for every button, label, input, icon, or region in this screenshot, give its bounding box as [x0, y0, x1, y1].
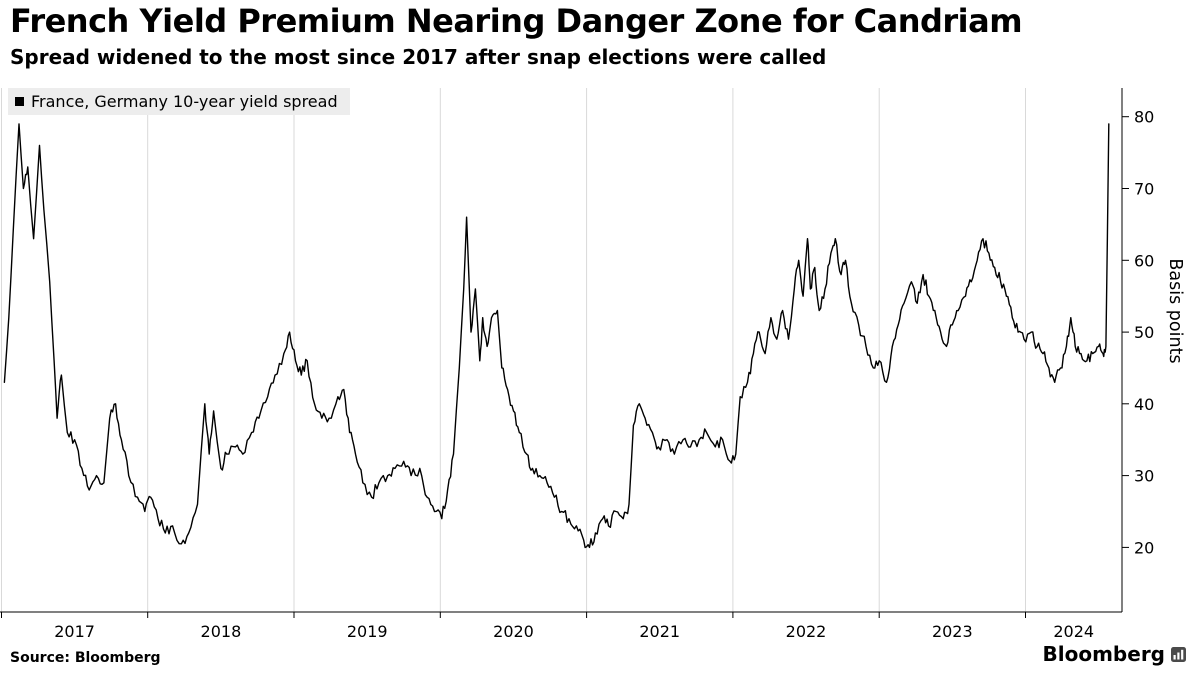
svg-text:50: 50: [1134, 323, 1154, 342]
legend: France, Germany 10-year yield spread: [8, 88, 350, 115]
bloomberg-wordmark: Bloomberg: [1042, 642, 1165, 666]
svg-text:80: 80: [1134, 108, 1154, 127]
svg-text:2019: 2019: [347, 622, 388, 641]
source-note: Source: Bloomberg: [10, 650, 161, 666]
legend-swatch-icon: [15, 97, 24, 106]
chart-title: French Yield Premium Nearing Danger Zone…: [10, 2, 1023, 40]
svg-text:60: 60: [1134, 251, 1154, 270]
svg-text:2018: 2018: [201, 622, 242, 641]
svg-text:2022: 2022: [786, 622, 827, 641]
svg-text:20: 20: [1134, 538, 1154, 557]
bloomberg-logo: Bloomberg: [1043, 642, 1186, 666]
bloomberg-terminal-icon: [1171, 646, 1186, 662]
chart-subtitle: Spread widened to the most since 2017 af…: [10, 45, 827, 69]
svg-text:70: 70: [1134, 180, 1154, 199]
svg-text:30: 30: [1134, 467, 1154, 486]
svg-text:Basis points: Basis points: [1165, 258, 1185, 363]
svg-text:2024: 2024: [1053, 622, 1094, 641]
svg-text:2021: 2021: [639, 622, 680, 641]
svg-text:2023: 2023: [932, 622, 973, 641]
svg-text:2017: 2017: [54, 622, 95, 641]
line-chart: 2017 2018 2019 2020 2021 2022 2023 2024 20 30 40 50…: [0, 88, 1185, 641]
svg-text:2020: 2020: [493, 622, 534, 641]
svg-text:40: 40: [1134, 395, 1154, 414]
legend-label: France, Germany 10-year yield spread: [31, 92, 338, 111]
